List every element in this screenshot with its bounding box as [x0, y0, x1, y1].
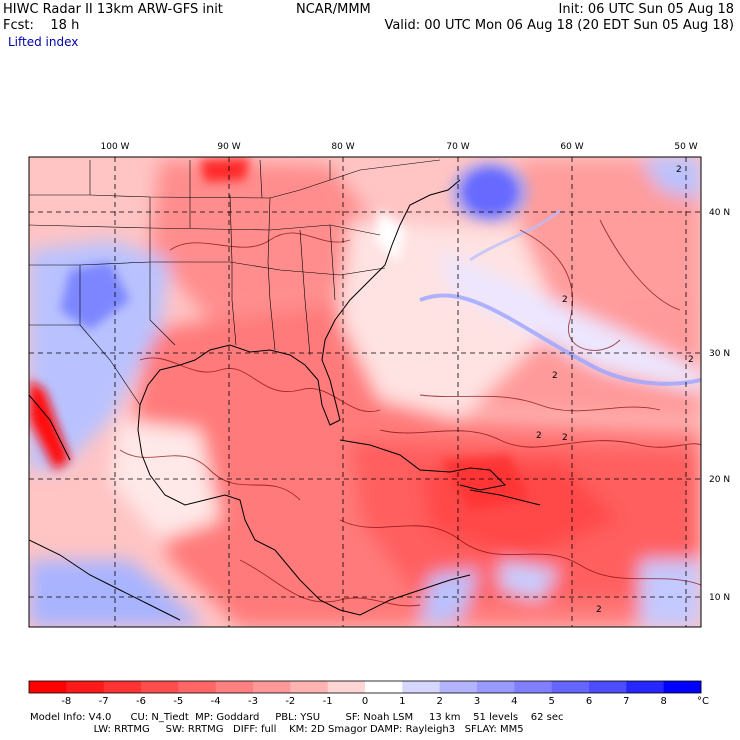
colorbar-swatch	[663, 681, 702, 693]
contour-label: 2	[676, 165, 682, 175]
colorbar-tick-label: 4	[511, 696, 517, 707]
colorbar-tick-label: -1	[323, 696, 333, 707]
colorbar-tick-label: 3	[474, 696, 480, 707]
model-info-line1: Model Info: V4.0 CU: N_Tiedt MP: Goddard…	[30, 712, 564, 723]
coastlines	[29, 179, 541, 621]
model-info-line2: LW: RRTMG SW: RRTMG DIFF: full KM: 2D Sm…	[30, 724, 524, 735]
contour-label: 2	[536, 431, 542, 441]
lat-label-40n: 40 N	[709, 208, 730, 218]
lat-label-20n: 20 N	[709, 475, 730, 485]
colorbar-swatch	[626, 681, 665, 693]
contour-label: 2	[596, 605, 602, 615]
colorbar-swatch	[477, 681, 515, 693]
colorbar-swatch	[178, 681, 217, 693]
colorbar-tick-label: 5	[548, 696, 554, 707]
colorbar-tick-label: -6	[136, 696, 146, 707]
valid-time: Valid: 00 UTC Mon 06 Aug 18 (20 EDT Sun …	[384, 18, 734, 33]
producer-label: NCAR/MMM	[296, 2, 371, 17]
colorbar-tick-label: -3	[248, 696, 258, 707]
colorbar-swatch	[365, 681, 403, 693]
contour-label: 2	[552, 371, 558, 381]
graticule	[29, 157, 701, 627]
lon-label-80w: 80 W	[331, 142, 354, 152]
colorbar-tick-label: -7	[99, 696, 109, 707]
colorbar-swatch	[514, 681, 553, 693]
colorbar-tick-label: -8	[61, 696, 71, 707]
lat-label-30n: 30 N	[709, 349, 730, 359]
colorbar-tick-label: 2	[436, 696, 442, 707]
colorbar-swatch	[551, 681, 590, 693]
colorbar-swatch	[327, 681, 366, 693]
colorbar-swatch	[103, 681, 142, 693]
colorbar-tick-label: 0	[362, 696, 368, 707]
colorbar-swatch	[290, 681, 329, 693]
colorbar-tick-label: 7	[623, 696, 629, 707]
colorbar-tick-label: 1	[399, 696, 405, 707]
product-title: HIWC Radar II 13km ARW-GFS init	[3, 2, 223, 17]
colorbar-swatch	[215, 681, 254, 693]
lon-label-90w: 90 W	[217, 142, 240, 152]
lon-label-70w: 70 W	[446, 142, 469, 152]
lon-label-100w: 100 W	[101, 142, 130, 152]
colorbar-unit: °C	[697, 696, 709, 707]
colorbar: -8 -7 -6 -5 -4 -3 -2 -1 0 1 2 3 4 5 6 7 8 °C	[28, 680, 709, 707]
colorbar-swatch	[253, 681, 291, 693]
map-frame	[28, 156, 702, 628]
forecast-hour: Fcst: 18 h	[3, 18, 80, 33]
colorbar-tick-label: -2	[285, 696, 295, 707]
lon-label-60w: 60 W	[560, 142, 583, 152]
colorbar-tick-label: -4	[211, 696, 221, 707]
colorbar-swatch	[439, 681, 478, 693]
colorbar-tick-label: -5	[173, 696, 183, 707]
field-name: Lifted index	[8, 35, 79, 49]
colorbar-swatch	[29, 681, 67, 693]
lon-label-50w: 50 W	[674, 142, 697, 152]
colorbar-swatch	[66, 681, 105, 693]
colorbar-swatch	[402, 681, 441, 693]
state-borders	[29, 159, 441, 406]
contour-label: 2	[562, 433, 568, 443]
lat-label-10n: 10 N	[709, 593, 730, 603]
colorbar-tick-label: 6	[586, 696, 592, 707]
contour-label: 2	[688, 355, 694, 365]
colorbar-swatch	[589, 681, 627, 693]
contour-label: 2	[562, 295, 568, 305]
colorbar-tick-label: 8	[660, 696, 666, 707]
shaded-field	[29, 157, 701, 627]
contour-lines	[119, 219, 701, 607]
colorbar-frame	[28, 680, 702, 694]
init-time: Init: 06 UTC Sun 05 Aug 18	[558, 2, 734, 17]
colorbar-swatch	[141, 681, 179, 693]
